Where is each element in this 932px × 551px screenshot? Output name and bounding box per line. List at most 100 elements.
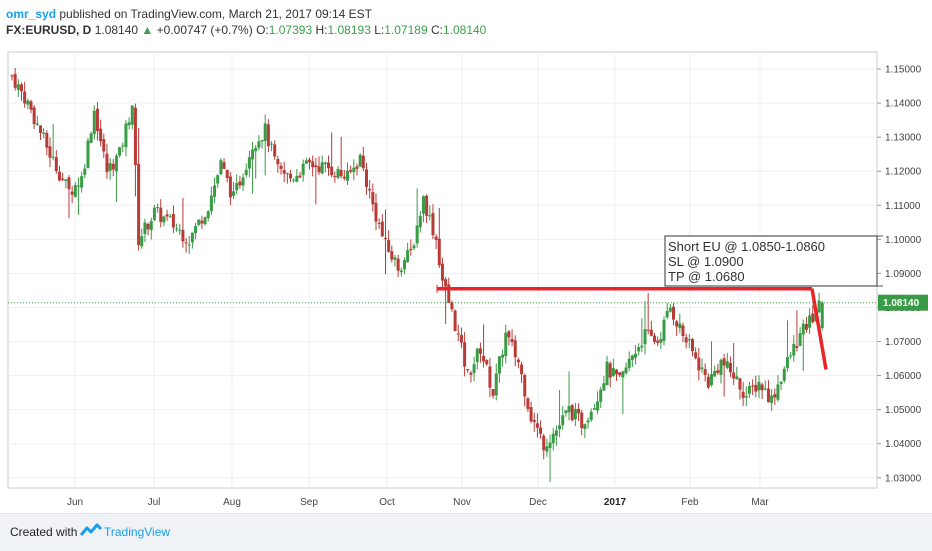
candle-body[interactable] <box>73 184 77 197</box>
candle-body[interactable] <box>197 219 201 225</box>
candle-body[interactable] <box>722 358 726 366</box>
candle-body[interactable] <box>327 162 331 169</box>
candle-body[interactable] <box>289 173 293 179</box>
candle-body[interactable] <box>241 177 245 186</box>
candle-body[interactable] <box>681 325 685 336</box>
candle-body[interactable] <box>732 372 736 379</box>
candle-body[interactable] <box>437 238 441 266</box>
candle-body[interactable] <box>292 179 296 181</box>
candle-body[interactable] <box>29 101 33 110</box>
candle-body[interactable] <box>38 125 42 134</box>
candle-body[interactable] <box>558 425 562 430</box>
candle-body[interactable] <box>184 242 188 244</box>
candle-body[interactable] <box>539 427 543 434</box>
candle-body[interactable] <box>19 84 23 92</box>
candle-body[interactable] <box>751 385 755 387</box>
candle-body[interactable] <box>393 257 397 260</box>
candle-body[interactable] <box>624 367 628 374</box>
candle-body[interactable] <box>156 207 160 209</box>
candle-body[interactable] <box>298 175 302 178</box>
candle-body[interactable] <box>257 141 261 148</box>
candle-body[interactable] <box>475 348 479 362</box>
candle-body[interactable] <box>494 373 498 396</box>
candle-body[interactable] <box>665 311 669 318</box>
candle-body[interactable] <box>282 169 286 174</box>
candle-body[interactable] <box>396 258 400 271</box>
candle-body[interactable] <box>447 284 451 303</box>
candle-body[interactable] <box>295 175 299 182</box>
candle-body[interactable] <box>70 191 74 195</box>
candle-body[interactable] <box>371 192 375 205</box>
candle-body[interactable] <box>377 222 381 224</box>
candle-body[interactable] <box>709 374 713 386</box>
candle-body[interactable] <box>219 160 223 175</box>
candle-body[interactable] <box>668 307 672 312</box>
candle-body[interactable] <box>643 329 647 345</box>
candle-body[interactable] <box>434 236 438 240</box>
candle-body[interactable] <box>320 162 324 174</box>
candle-body[interactable] <box>577 408 581 414</box>
candle-body[interactable] <box>627 358 631 368</box>
candle-body[interactable] <box>608 363 612 378</box>
candle-body[interactable] <box>703 369 707 375</box>
candle-body[interactable] <box>725 361 729 368</box>
candle-body[interactable] <box>178 229 182 231</box>
candle-body[interactable] <box>773 394 777 398</box>
candle-body[interactable] <box>35 123 39 125</box>
candle-body[interactable] <box>545 446 549 452</box>
candle-body[interactable] <box>244 169 248 176</box>
candle-body[interactable] <box>741 391 745 398</box>
candle-body[interactable] <box>605 361 609 385</box>
candle-body[interactable] <box>523 375 527 397</box>
symbol-label[interactable]: FX:EURUSD, D <box>6 23 92 37</box>
candle-body[interactable] <box>402 260 406 270</box>
candle-body[interactable] <box>10 75 14 77</box>
candle-body[interactable] <box>23 91 27 104</box>
candle-body[interactable] <box>687 339 691 341</box>
candle-body[interactable] <box>118 147 122 156</box>
candle-body[interactable] <box>811 313 815 323</box>
candle-body[interactable] <box>48 146 52 158</box>
candle-body[interactable] <box>634 353 638 358</box>
candle-body[interactable] <box>270 143 274 145</box>
candle-body[interactable] <box>251 149 255 160</box>
candle-body[interactable] <box>127 122 131 126</box>
candle-body[interactable] <box>820 302 824 329</box>
candle-body[interactable] <box>507 331 511 338</box>
candle-body[interactable] <box>789 355 793 357</box>
candle-body[interactable] <box>149 220 153 231</box>
candle-body[interactable] <box>785 356 789 369</box>
candle-body[interactable] <box>311 161 315 168</box>
candle-body[interactable] <box>808 315 812 328</box>
candle-body[interactable] <box>580 412 584 429</box>
candle-body[interactable] <box>526 398 530 409</box>
tradingview-logo-icon[interactable] <box>80 523 102 539</box>
candle-body[interactable] <box>760 384 764 391</box>
candle-body[interactable] <box>469 372 473 375</box>
candle-body[interactable] <box>678 323 682 329</box>
candle-body[interactable] <box>801 323 805 335</box>
candle-body[interactable] <box>99 128 103 142</box>
candle-body[interactable] <box>561 415 565 426</box>
candle-body[interactable] <box>339 170 343 177</box>
candle-body[interactable] <box>222 162 226 169</box>
candle-body[interactable] <box>216 175 220 184</box>
candle-body[interactable] <box>570 405 574 421</box>
candle-body[interactable] <box>529 407 533 422</box>
candle-body[interactable] <box>551 433 555 444</box>
candle-body[interactable] <box>618 372 622 376</box>
candle-body[interactable] <box>317 166 321 173</box>
candle-body[interactable] <box>599 389 603 402</box>
author-name[interactable]: omr_syd <box>6 7 57 21</box>
candle-body[interactable] <box>602 383 606 391</box>
candle-body[interactable] <box>380 221 384 237</box>
candle-body[interactable] <box>279 165 283 169</box>
candle-body[interactable] <box>766 388 770 403</box>
candle-body[interactable] <box>399 270 403 273</box>
candle-body[interactable] <box>121 145 125 147</box>
candle-body[interactable] <box>273 144 277 157</box>
candle-body[interactable] <box>171 213 175 228</box>
candle-body[interactable] <box>42 132 46 134</box>
candle-body[interactable] <box>345 170 349 181</box>
candle-body[interactable] <box>728 363 732 373</box>
